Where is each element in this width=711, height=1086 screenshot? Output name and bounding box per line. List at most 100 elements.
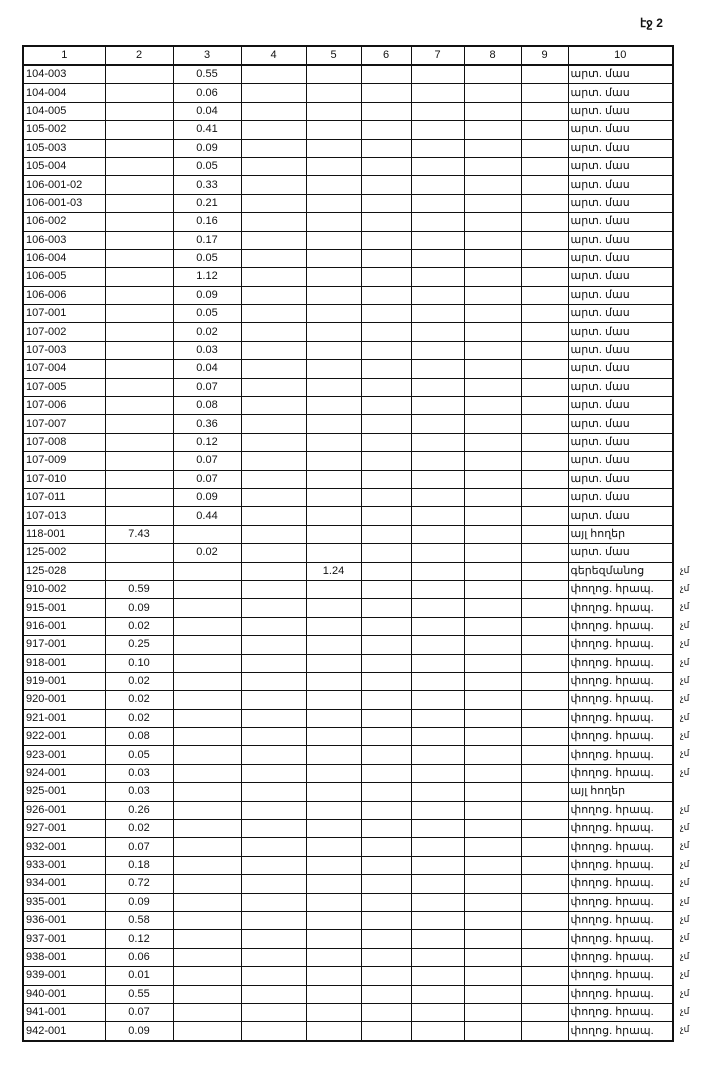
value-cell-col-9 [520, 304, 569, 324]
land-use-cell: արտ. մաս [567, 340, 674, 361]
value-cell-col-6 [360, 175, 412, 195]
land-use-cell: փողոց. հրապ. [567, 800, 674, 821]
value-cell-col-9 [520, 727, 569, 747]
value-cell-col-6 [360, 984, 412, 1004]
land-use-cell: փողոց. հրապ. [567, 763, 674, 784]
margin-note: չմ [680, 858, 690, 869]
margin-note: չմ [680, 1005, 690, 1016]
value-cell-col-4 [240, 800, 307, 821]
parcel-code-cell: 104-003 [22, 64, 106, 85]
parcel-code-cell: 125-028 [22, 561, 106, 581]
column-header-10: 10 [567, 45, 674, 66]
value-cell-col-5 [305, 671, 362, 692]
value-cell-col-5 [305, 83, 362, 103]
value-cell-col-2 [104, 193, 174, 214]
value-cell-col-8 [463, 543, 522, 563]
parcel-code-cell: 106-002 [22, 212, 106, 232]
table-row: 918-001 0.10 փողոց. հրապ. [22, 653, 674, 673]
value-cell-col-8 [463, 763, 522, 784]
parcel-code-cell: 107-005 [22, 377, 106, 398]
value-cell-col-9 [520, 543, 569, 563]
value-cell-col-9 [520, 267, 569, 287]
value-cell-col-2 [104, 285, 174, 306]
parcel-code-cell: 919-001 [22, 671, 106, 692]
value-cell-col-2 [104, 506, 174, 526]
parcel-code-cell: 107-001 [22, 304, 106, 324]
value-cell-col-5 [305, 892, 362, 912]
margin-note [680, 156, 689, 174]
margin-note: չմ [680, 950, 690, 961]
value-cell-col-7 [410, 451, 465, 471]
value-cell-col-7 [410, 414, 465, 434]
parcel-code-cell: 105-004 [22, 156, 106, 177]
parcel-code-cell: 107-010 [22, 469, 106, 489]
margin-note: չմ [680, 582, 690, 593]
value-cell-col-4 [240, 708, 307, 729]
value-cell-col-9 [520, 506, 569, 526]
value-cell-col-5 [305, 616, 362, 637]
value-cell-col-3 [172, 855, 242, 876]
value-cell-col-2: 0.01 [104, 966, 174, 986]
value-cell-col-5 [305, 782, 362, 802]
margin-note [680, 469, 689, 487]
value-cell-col-3 [172, 837, 242, 857]
table-row: 107-013 0.44 արտ. մաս [22, 506, 674, 526]
value-cell-col-6 [360, 322, 412, 342]
value-cell-col-2 [104, 543, 174, 563]
table-row: 105-002 0.41 արտ. մաս [22, 120, 674, 140]
table-row: 924-001 0.03 փողոց. հրապ. [22, 763, 674, 784]
value-cell-col-9 [520, 340, 569, 361]
parcel-code-cell: 933-001 [22, 855, 106, 876]
value-cell-col-8 [463, 616, 522, 637]
margin-note [680, 524, 689, 542]
value-cell-col-8 [463, 671, 522, 692]
value-cell-col-3: 1.12 [172, 267, 242, 287]
parcel-code-cell: 107-007 [22, 414, 106, 434]
value-cell-col-9 [520, 230, 569, 250]
value-cell-col-4 [240, 285, 307, 306]
parcel-code-cell: 926-001 [22, 800, 106, 821]
table-row: 935-001 0.09 փողոց. հրապ. [22, 892, 674, 912]
value-cell-col-3 [172, 966, 242, 986]
value-cell-col-2: 0.02 [104, 616, 174, 637]
value-cell-col-6 [360, 543, 412, 563]
parcel-code-cell: 921-001 [22, 708, 106, 729]
land-use-cell: արտ. մաս [567, 359, 674, 379]
margin-note: չմ [680, 711, 690, 722]
value-cell-col-7 [410, 359, 465, 379]
value-cell-col-9 [520, 285, 569, 306]
value-cell-col-4 [240, 469, 307, 489]
table-row: 910-002 0.59 փողոց. հրապ. [22, 579, 674, 600]
parcel-code-cell: 937-001 [22, 929, 106, 949]
value-cell-col-7 [410, 285, 465, 306]
value-cell-col-7 [410, 763, 465, 784]
table-row: 107-010 0.07 արտ. մաս [22, 469, 674, 489]
value-cell-col-4 [240, 156, 307, 177]
value-cell-col-9 [520, 782, 569, 802]
value-cell-col-7 [410, 543, 465, 563]
value-cell-col-4 [240, 101, 307, 122]
value-cell-col-5 [305, 524, 362, 545]
value-cell-col-3 [172, 874, 242, 894]
value-cell-col-7 [410, 561, 465, 581]
margin-note: չմ [680, 674, 690, 685]
value-cell-col-2: 0.12 [104, 929, 174, 949]
value-cell-col-2: 0.06 [104, 947, 174, 968]
value-cell-col-5 [305, 451, 362, 471]
value-cell-col-9 [520, 763, 569, 784]
value-cell-col-7 [410, 230, 465, 250]
value-cell-col-9 [520, 156, 569, 177]
parcel-code-cell: 104-004 [22, 83, 106, 103]
value-cell-col-2 [104, 340, 174, 361]
value-cell-col-2 [104, 156, 174, 177]
margin-note [680, 542, 689, 560]
margin-note [680, 101, 689, 119]
value-cell-col-5 [305, 543, 362, 563]
value-cell-col-5 [305, 708, 362, 729]
value-cell-col-6 [360, 653, 412, 673]
value-cell-col-8 [463, 855, 522, 876]
value-cell-col-3: 0.09 [172, 138, 242, 158]
value-cell-col-4 [240, 616, 307, 637]
column-header-1: 1 [22, 45, 106, 66]
table-row: 107-006 0.08 արտ. մաս [22, 396, 674, 416]
